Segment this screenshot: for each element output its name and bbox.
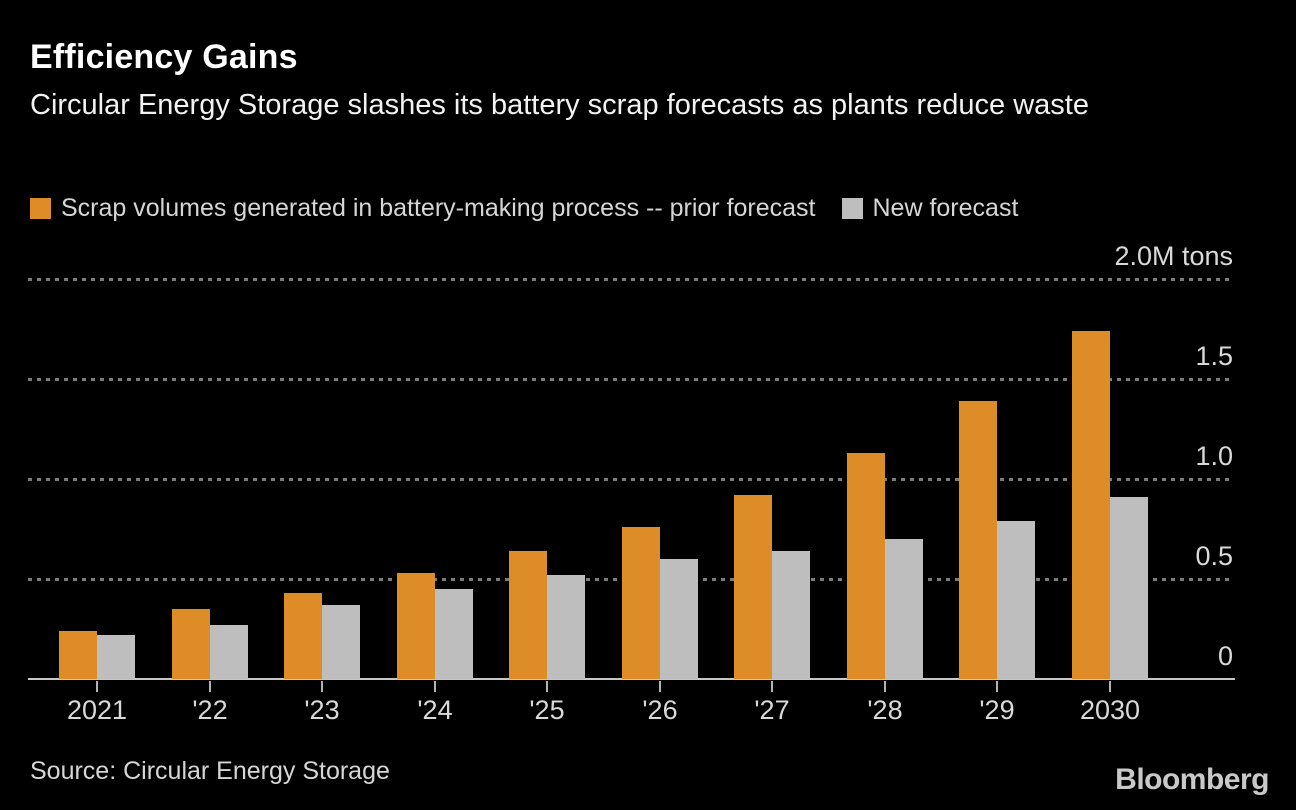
x-axis-label-2030: 2030	[1079, 695, 1141, 725]
legend: Scrap volumes generated in battery-makin…	[30, 194, 1018, 223]
x-axis-line	[28, 678, 1235, 680]
bloomberg-logo: Bloomberg	[1115, 763, 1269, 796]
bar-prior-forecast-28	[847, 453, 885, 679]
bar-prior-forecast-23	[284, 593, 322, 679]
chart-title: Efficiency Gains	[30, 38, 298, 76]
x-axis-label-22: '22	[192, 695, 228, 725]
x-axis-tick-22	[209, 681, 211, 692]
bar-new-forecast-25	[547, 575, 585, 679]
prior-forecast-swatch-icon	[30, 198, 51, 219]
chart-subtitle: Circular Energy Storage slashes its batt…	[30, 89, 1089, 121]
x-axis-tick-23	[321, 681, 323, 692]
y-axis-label-0: 0	[1217, 641, 1233, 671]
legend-label-new-forecast: New forecast	[872, 194, 1019, 222]
bar-new-forecast-22	[210, 625, 248, 679]
x-axis-label-25: '25	[529, 695, 565, 725]
bar-new-forecast-2030	[1110, 497, 1148, 679]
x-axis-tick-26	[659, 681, 661, 692]
x-axis-label-2021: 2021	[66, 695, 128, 725]
x-axis-label-26: '26	[642, 695, 678, 725]
bar-new-forecast-27	[772, 551, 810, 679]
bar-new-forecast-26	[660, 559, 698, 679]
bar-new-forecast-24	[435, 589, 473, 679]
x-axis-label-29: '29	[979, 695, 1015, 725]
legend-label-prior-forecast: Scrap volumes generated in battery-makin…	[61, 194, 816, 222]
bar-new-forecast-28	[885, 539, 923, 679]
bar-prior-forecast-24	[397, 573, 435, 679]
bar-new-forecast-29	[997, 521, 1035, 679]
x-axis-tick-2030	[1109, 681, 1111, 692]
x-axis-label-27: '27	[754, 695, 790, 725]
bar-new-forecast-2021	[97, 635, 135, 679]
y-axis-label-1: 1.0	[1195, 441, 1233, 471]
x-axis-tick-28	[884, 681, 886, 692]
new-forecast-swatch-icon	[841, 198, 863, 219]
bar-prior-forecast-2030	[1072, 331, 1110, 679]
y-axis-label-2: 2.0M tons	[1114, 241, 1233, 271]
bar-prior-forecast-27	[734, 495, 772, 679]
x-axis-label-28: '28	[867, 695, 903, 725]
x-axis-tick-25	[546, 681, 548, 692]
gridline-1.5	[28, 378, 1233, 381]
x-axis-tick-24	[434, 681, 436, 692]
x-axis-tick-2021	[96, 681, 98, 692]
y-axis-label-1.5: 1.5	[1195, 341, 1233, 371]
bar-new-forecast-23	[322, 605, 360, 679]
y-axis-label-0.5: 0.5	[1195, 541, 1233, 571]
bar-prior-forecast-22	[172, 609, 210, 679]
source-credit: Source: Circular Energy Storage	[30, 757, 390, 785]
x-axis-label-24: '24	[417, 695, 453, 725]
x-axis-tick-29	[996, 681, 998, 692]
x-axis-tick-27	[771, 681, 773, 692]
gridline-2	[28, 278, 1233, 281]
x-axis-label-23: '23	[304, 695, 340, 725]
bar-prior-forecast-26	[622, 527, 660, 679]
bar-prior-forecast-29	[959, 401, 997, 679]
bar-prior-forecast-2021	[59, 631, 97, 679]
bar-prior-forecast-25	[509, 551, 547, 679]
gridline-1	[28, 478, 1233, 481]
